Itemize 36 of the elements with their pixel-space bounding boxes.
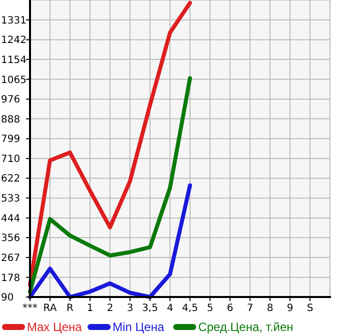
y-tick-label: 710 [1, 154, 20, 166]
y-tick-label: 444 [1, 213, 20, 224]
x-tick-label: 4,5 [182, 303, 198, 314]
x-tick-label: 9 [286, 303, 294, 314]
line-series [28, 183, 192, 299]
x-tick-label: 4 [166, 303, 174, 314]
y-tick-label: 888 [1, 114, 20, 126]
x-tick-label: 3,5 [142, 303, 158, 314]
x-tick-label: 8 [266, 303, 274, 314]
line-series [28, 0, 192, 288]
legend-label: Сред.Цена, т.йен [198, 320, 294, 334]
y-tick-label: 799 [1, 134, 20, 146]
x-tick-label: 5 [206, 303, 214, 314]
x-tick-label: R [66, 303, 74, 314]
x-tick-label: 2 [106, 303, 114, 314]
y-tick-label: 1331 [1, 15, 26, 26]
x-tick-label: S [306, 303, 314, 314]
y-tick-label: 976 [1, 94, 20, 106]
x-tick-label: 6 [226, 303, 234, 314]
y-tick-label: 90 [1, 292, 14, 304]
x-tick-label: *** [22, 303, 38, 314]
y-tick-label: 1154 [1, 54, 26, 66]
y-tick-label: 178 [1, 272, 20, 284]
y-tick-label: 1242 [1, 35, 26, 46]
y-tick-label: 622 [1, 174, 20, 185]
y-tick-label: 1065 [1, 74, 26, 86]
x-tick-label: 1 [86, 303, 94, 314]
y-tick-label: 533 [1, 194, 20, 205]
y-tick-label: 356 [1, 233, 20, 244]
line-series [28, 76, 192, 294]
x-tick-label: RA [43, 303, 57, 314]
x-tick-label: 3 [126, 303, 134, 314]
x-tick-label: 7 [246, 303, 254, 314]
legend-label: Max Цена [27, 320, 82, 334]
legend-label: Min Цена [112, 320, 164, 334]
y-tick-label: 267 [1, 252, 20, 264]
